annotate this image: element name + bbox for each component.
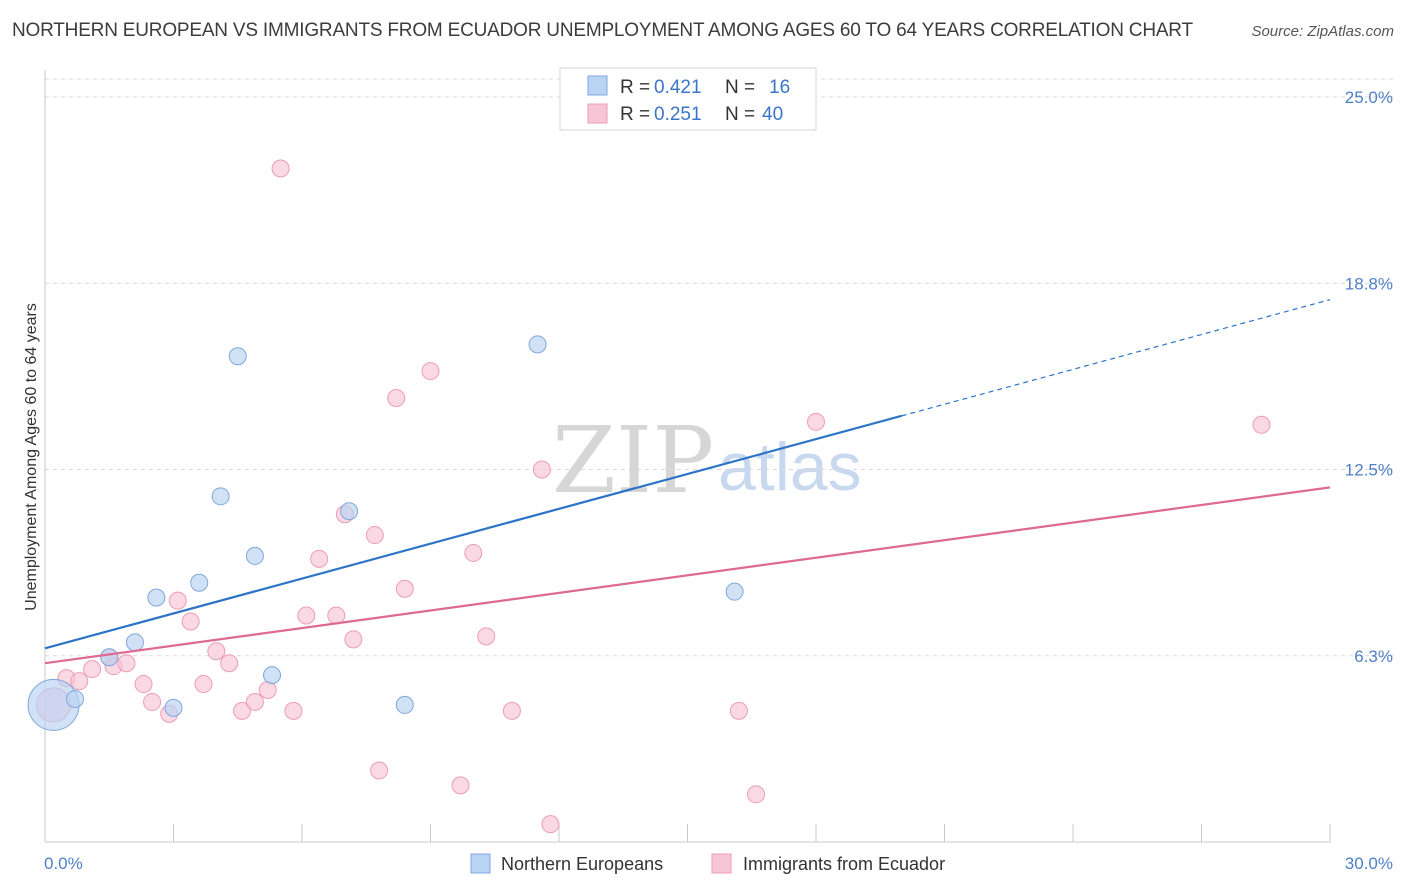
point-ecuador bbox=[168, 591, 187, 610]
point-northern-europeans bbox=[147, 588, 166, 607]
y-tick-labels: 6.3% 12.5% 18.8% 25.0% bbox=[1345, 88, 1393, 666]
point-ecuador bbox=[370, 761, 389, 780]
point-ecuador bbox=[421, 362, 440, 381]
point-ecuador bbox=[83, 660, 102, 679]
trend-line-northern-europeans bbox=[44, 414, 902, 650]
series-legend-swatch-blue bbox=[470, 853, 491, 874]
point-ecuador bbox=[451, 776, 470, 795]
y-tick-label: 25.0% bbox=[1345, 88, 1393, 107]
point-northern-europeans bbox=[263, 666, 282, 685]
point-ecuador bbox=[143, 692, 162, 711]
trend-lines bbox=[44, 299, 1331, 665]
x-tick-label-min: 0.0% bbox=[44, 854, 83, 873]
point-ecuador bbox=[395, 579, 414, 598]
point-ecuador bbox=[477, 627, 496, 646]
watermark-zip: ZIP bbox=[552, 407, 714, 514]
point-ecuador bbox=[541, 815, 560, 834]
legend-n-value-2: 40 bbox=[762, 104, 783, 125]
source-credit: Source: ZipAtlas.com bbox=[1251, 23, 1394, 40]
point-ecuador bbox=[207, 642, 226, 661]
legend-n-label-1: N = bbox=[725, 77, 755, 98]
point-ecuador bbox=[134, 675, 153, 694]
x-tick-label-max: 30.0% bbox=[1345, 854, 1393, 873]
series-legend-label-2: Immigrants from Ecuador bbox=[743, 854, 945, 874]
chart-title: NORTHERN EUROPEAN VS IMMIGRANTS FROM ECU… bbox=[12, 20, 1193, 41]
point-ecuador bbox=[70, 672, 89, 691]
trend-line-ecuador bbox=[44, 486, 1331, 665]
point-northern-europeans bbox=[164, 698, 183, 717]
point-northern-europeans bbox=[528, 335, 547, 354]
legend-swatch-pink bbox=[587, 103, 608, 124]
point-ecuador bbox=[297, 606, 316, 625]
point-northern-europeans bbox=[245, 546, 264, 565]
point-ecuador bbox=[464, 543, 483, 562]
point-ecuador bbox=[344, 630, 363, 649]
point-ecuador bbox=[1252, 415, 1271, 434]
point-ecuador bbox=[194, 675, 213, 694]
y-axis-label: Unemployment Among Ages 60 to 64 years bbox=[23, 303, 40, 611]
legend-r-label-1: R = bbox=[620, 77, 650, 98]
point-northern-europeans bbox=[125, 633, 144, 652]
point-northern-europeans bbox=[100, 648, 119, 667]
point-northern-europeans bbox=[211, 487, 230, 506]
watermark-atlas: atlas bbox=[718, 429, 862, 505]
point-ecuador bbox=[258, 681, 277, 700]
point-ecuador bbox=[532, 460, 551, 479]
point-northern-europeans bbox=[725, 582, 744, 601]
y-tick-label: 12.5% bbox=[1345, 461, 1393, 480]
point-northern-europeans bbox=[190, 573, 209, 592]
point-northern-europeans bbox=[340, 502, 359, 521]
legend-r-value-2: 0.251 bbox=[654, 104, 702, 125]
point-northern-europeans bbox=[228, 347, 247, 366]
trend-line-northern-europeans-extension bbox=[901, 299, 1331, 417]
series-legend-label-1: Northern Europeans bbox=[501, 854, 663, 874]
point-ecuador bbox=[233, 701, 252, 720]
legend-r-label-2: R = bbox=[620, 104, 650, 125]
point-ecuador bbox=[502, 701, 521, 720]
series-legend-swatch-pink bbox=[711, 853, 732, 874]
point-ecuador bbox=[747, 785, 766, 804]
point-ecuador bbox=[807, 412, 825, 431]
y-tick-label: 6.3% bbox=[1354, 647, 1393, 666]
point-ecuador bbox=[310, 549, 329, 568]
point-ecuador bbox=[220, 654, 239, 673]
point-ecuador bbox=[387, 388, 406, 407]
gridlines bbox=[45, 78, 1393, 657]
point-ecuador bbox=[729, 701, 748, 720]
legend-r-value-1: 0.421 bbox=[654, 77, 702, 98]
point-ecuador bbox=[117, 654, 136, 673]
point-ecuador bbox=[365, 526, 384, 545]
stats-legend: R = 0.421 N = 16 R = 0.251 N = 40 bbox=[559, 67, 817, 131]
series-legend: Northern Europeans Immigrants from Ecuad… bbox=[470, 853, 945, 874]
point-ecuador bbox=[245, 692, 264, 711]
point-ecuador bbox=[284, 701, 303, 720]
legend-swatch-blue bbox=[587, 75, 608, 96]
legend-n-label-2: N = bbox=[725, 104, 755, 125]
data-points bbox=[27, 159, 1271, 834]
legend-n-value-1: 16 bbox=[769, 77, 790, 98]
point-northern-europeans bbox=[65, 689, 84, 708]
x-axis-ticks bbox=[44, 824, 1331, 842]
point-ecuador bbox=[271, 159, 290, 178]
point-northern-europeans bbox=[395, 695, 414, 714]
y-tick-label: 18.8% bbox=[1345, 274, 1393, 293]
point-ecuador bbox=[181, 612, 200, 631]
